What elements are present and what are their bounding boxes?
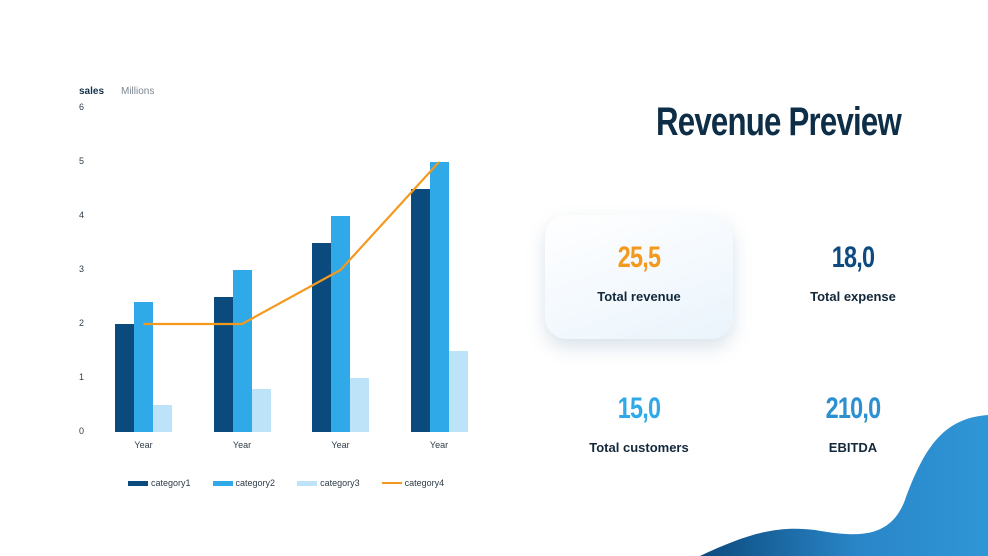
legend-label: category2 [235,478,276,488]
kpi-card-total-revenue: 25,5 Total revenue [545,215,733,339]
legend-swatch [381,482,402,484]
page-title: Revenue Preview [656,100,902,144]
bar-category3 [448,351,468,432]
x-tick-label: Year [429,440,449,450]
bar-category1 [410,189,430,432]
legend-swatch [128,480,148,486]
y-tick-label: 6 [79,102,85,112]
kpi-label: Total customers [589,440,689,455]
kpi-label: EBITDA [828,440,878,455]
chart-legend: category1 category2 category3 category4 [128,478,466,488]
y-tick-label: 2 [79,318,85,328]
x-tick-label: Year [134,440,153,450]
x-tick-label: Year [232,440,252,450]
y-axis-unit: Millions [121,86,155,97]
bar-category1 [213,297,233,432]
bar-category2 [134,302,153,432]
bar-category3 [153,405,172,432]
legend-swatch [297,480,318,486]
kpi-label: Total expense [810,289,896,304]
bar-category2 [331,216,350,432]
kpi-card-total-customers: 15,0 Total customers [545,366,733,490]
legend-item-category3: category3 [297,478,360,488]
y-tick-label: 0 [79,426,85,436]
legend-swatch [212,480,233,486]
y-tick-label: 3 [79,264,85,274]
bar-category2 [232,270,252,432]
kpi-value: 18,0 [831,241,875,274]
line-series-category4 [143,161,440,326]
bar-category1 [312,243,331,432]
legend-item-category2: category2 [212,478,276,488]
bar-category2 [429,162,449,432]
bar-category3 [251,388,271,432]
y-tick-label: 5 [79,156,85,166]
kpi-card-total-expense: 18,0 Total expense [759,215,947,339]
kpi-value: 210,0 [825,392,881,425]
y-tick-label: 1 [79,372,85,382]
kpi-label: Total revenue [597,289,681,304]
kpi-card-ebitda: 210,0 EBITDA [759,366,947,490]
kpi-value: 25,5 [617,241,661,274]
bar-category1 [115,324,134,432]
legend-item-category4: category4 [381,478,445,488]
y-tick-label: 4 [79,210,85,220]
y-axis-title: sales [79,86,105,97]
legend-item-category1: category1 [128,478,191,488]
legend-label: category3 [320,478,360,488]
x-tick-label: Year [331,440,350,450]
kpi-value: 15,0 [617,392,661,425]
bar-category3 [350,378,369,432]
legend-label: category4 [404,478,445,488]
legend-label: category1 [151,478,191,488]
